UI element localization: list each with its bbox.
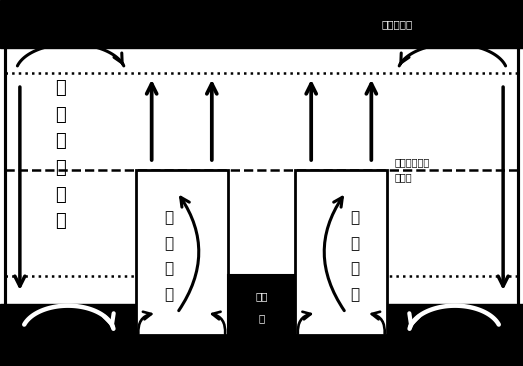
Text: 平: 平 — [55, 186, 65, 204]
Bar — [136, 170, 228, 335]
Text: 环: 环 — [55, 159, 65, 177]
Text: 发: 发 — [350, 210, 359, 225]
Text: 空调: 空调 — [255, 291, 268, 302]
Text: 衡: 衡 — [55, 212, 65, 231]
Text: 备: 备 — [164, 287, 173, 302]
Text: 气密层管层: 气密层管层 — [382, 19, 413, 29]
Text: 备: 备 — [350, 287, 359, 302]
Text: 发: 发 — [164, 210, 173, 225]
Text: 流: 流 — [55, 105, 65, 124]
Text: 热: 热 — [164, 236, 173, 251]
Bar — [0, 304, 136, 335]
Bar — [387, 304, 523, 335]
Bar — [228, 274, 295, 366]
Text: 设: 设 — [164, 262, 173, 276]
Bar — [228, 304, 295, 335]
Text: 气流结构隔断: 气流结构隔断 — [395, 157, 430, 167]
Bar — [0, 335, 523, 366]
Bar — [0, 0, 523, 48]
Text: 热: 热 — [350, 236, 359, 251]
Text: 虚拟线: 虚拟线 — [395, 172, 413, 183]
Text: 循: 循 — [55, 132, 65, 150]
Text: 机: 机 — [258, 313, 265, 324]
Text: 设: 设 — [350, 262, 359, 276]
Bar — [295, 170, 387, 335]
Text: 气: 气 — [55, 79, 65, 97]
